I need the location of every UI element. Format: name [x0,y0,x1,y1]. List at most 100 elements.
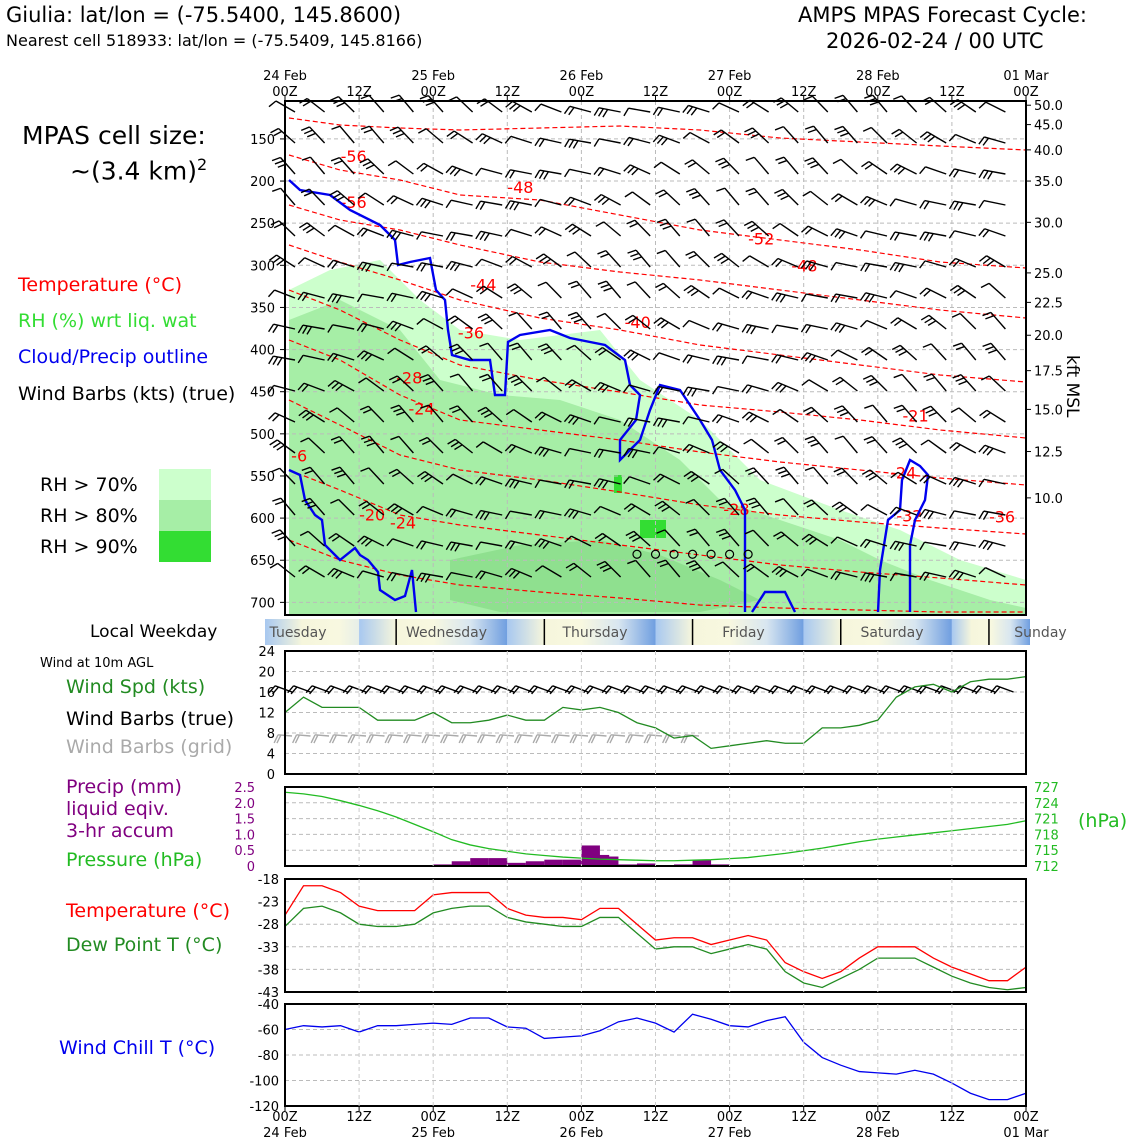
upper-wind-barb [634,219,651,237]
hour-tick-label: 12Z [643,85,669,100]
upper-wind-barb-flag [986,447,994,456]
upper-wind-barb-flag [420,199,427,208]
upper-wind-barb-flag [747,130,757,136]
upper-wind-barb [451,165,473,175]
upper-wind-barb [334,224,355,237]
grid-wind-barb-flag [273,734,279,744]
upper-wind-barb-flag [601,385,609,393]
upper-wind-barb-flag [391,471,401,478]
temperature-contour-label: -24 [390,513,416,532]
upper-wind-barb [689,131,710,144]
rh85-region [450,540,760,612]
wind-barbs-true-legend: Wind Barbs (true) [66,708,235,730]
upper-wind-barb-flag [356,293,363,303]
upper-wind-barb [693,498,710,516]
upper-wind-barb-flag [538,539,546,548]
upper-wind-barb-flag [510,377,520,383]
upper-wind-barb-flag [420,573,427,583]
grid-wind-barb-flag [331,734,337,744]
upper-wind-barb-flag [572,228,581,235]
pressure-tick-label: 727 [1034,781,1059,796]
hour-tick-label: 00Z [569,85,595,100]
upper-wind-barb-flag [863,436,873,441]
upper-wind-barb-flag [985,345,995,351]
upper-wind-barb-flag [804,353,812,362]
windchill-tick-label: -60 [258,1024,279,1039]
upper-wind-barb [457,373,474,392]
upper-wind-barb-flag [657,418,664,427]
upper-wind-barb-flag [949,284,959,292]
upper-wind-barb [779,408,799,423]
upper-wind-barb [687,416,710,423]
surface-wind-barb-flag [975,686,982,695]
surface-wind-barb-flag [509,685,517,694]
upper-wind-barb-flag [771,381,779,390]
upper-wind-barb [278,127,296,144]
upper-wind-barb-flag [418,436,428,442]
upper-wind-barb [807,225,829,237]
surface-wind-barb-flag [549,686,557,695]
temperature-contour-label: -48 [791,256,817,275]
pressure-legend: Pressure (hPa) [66,849,203,871]
hour-tick-label: 00Z [272,85,298,100]
upper-wind-barb-flag [656,218,666,224]
pressure-tick-label: 500 [250,428,275,443]
upper-wind-barb-flag [986,259,995,267]
upper-wind-barb-flag [513,480,520,489]
upper-wind-barb-flag [810,442,820,447]
upper-wind-barb-flag [661,506,670,513]
grid-wind-barb-flag [424,734,430,744]
upper-wind-barb-flag [626,219,636,225]
upper-wind-barb-flag [272,356,279,366]
temperature-tick-label: -18 [258,873,279,888]
upper-wind-barb-flag [602,480,609,489]
upper-wind-barb-flag [363,408,372,414]
upper-wind-barb-flag [982,342,992,348]
upper-wind-barb-flag [627,166,635,174]
upper-wind-barb-flag [599,563,609,569]
upper-wind-barb-flag [597,280,607,285]
upper-wind-barb-flag [860,319,868,328]
surface-wind-barb-flag [860,685,868,694]
upper-wind-barb [302,354,325,361]
surface-wind-barb-flag [568,686,575,695]
upper-wind-barb-flag [270,127,279,134]
upper-wind-barb-flag [953,169,960,178]
surface-wind-barb-flag [753,686,760,695]
upper-wind-barb-flag [475,510,482,519]
upper-wind-barb-flag [484,412,493,419]
upper-wind-barb [365,377,385,392]
upper-wind-barb-flag [564,479,570,489]
upper-wind-barb-flag [691,194,701,200]
upper-wind-barb-flag [655,189,665,195]
upper-wind-barb-flag [778,469,788,475]
surface-wind-barb-flag [842,685,850,694]
wind-speed-line [284,675,1027,750]
bottom-hour-label: 00Z [420,1110,446,1125]
upper-wind-barb-flag [445,231,452,241]
upper-wind-barb-flag [507,374,517,380]
bottom-hour-label: 12Z [939,1110,965,1125]
upper-wind-barb [632,191,651,206]
surface-wind-barb-flag [490,685,498,694]
temperature-tick-label: -43 [258,986,279,1001]
upper-wind-barb-flag [564,535,572,543]
upper-wind-barb-flag [365,263,372,273]
upper-wind-barb-flag [356,350,365,358]
upper-wind-barb-flag [750,226,760,233]
upper-wind-barb-flag [957,479,964,488]
upper-wind-barb-flag [810,163,820,169]
upper-wind-barb-flag [804,157,814,162]
upper-wind-barb-flag [386,503,395,511]
upper-wind-barb [783,156,799,175]
upper-wind-barb-flag [751,504,761,509]
upper-wind-barb-flag [357,535,365,543]
upper-wind-barb-flag [772,222,781,230]
temperature-line [284,885,1027,982]
upper-wind-barb [543,376,562,392]
upper-wind-barb-flag [743,438,752,445]
upper-wind-barb-flag [623,349,631,357]
upper-wind-barb-flag [686,560,695,565]
upper-wind-barb-flag [656,529,666,534]
